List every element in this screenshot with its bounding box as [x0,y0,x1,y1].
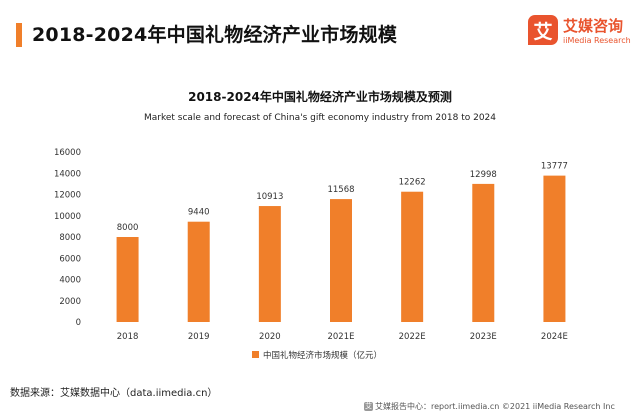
bar-value-label: 12262 [399,178,426,188]
logo-en-text: iiMedia Research [563,36,631,45]
iimedia-logo: 艾 艾媒咨询 iiMedia Research [528,15,640,51]
logo-cn-text: 艾媒咨询 [563,17,624,35]
bar-value-label: 13777 [541,162,568,172]
bars: 8000 9440 10913 11568 12262 12998 13777 [116,162,568,322]
legend-label: 中国礼物经济市场规模（亿元） [263,350,382,361]
y-tick-label: 14000 [54,169,81,179]
bar [401,191,424,322]
footer-source: 数据来源：艾媒数据中心（data.iimedia.cn） [10,388,218,399]
x-tick-label: 2024E [541,332,568,342]
chart-title: 2018-2024年中国礼物经济产业市场规模及预测 [188,89,452,104]
y-tick-label: 16000 [54,148,81,158]
y-axis: 0 2000 4000 6000 8000 10000 12000 14000 16000 [54,148,81,328]
title-accent-bar [16,23,22,47]
footer-logo-icon: 艾 [364,402,373,411]
bar-value-label: 12998 [470,170,497,180]
y-tick-label: 6000 [59,254,81,264]
y-tick-label: 12000 [54,191,81,201]
x-tick-label: 2021E [327,332,354,342]
y-tick-label: 2000 [59,297,81,307]
bar-chart: 2018-2024年中国礼物经济产业市场规模及预测 Market scale a… [54,89,568,361]
x-tick-label: 2020 [259,332,281,342]
y-tick-label: 8000 [59,233,81,243]
x-tick-label: 2018 [117,332,139,342]
bar-value-label: 10913 [256,192,283,202]
bar [472,183,495,322]
bar-value-label: 9440 [188,208,210,218]
footer-credit-text: 艾媒报告中心：report.iimedia.cn ©2021 iiMedia R… [375,402,615,411]
bar [187,221,210,322]
footer-credit: 艾艾媒报告中心：report.iimedia.cn ©2021 iiMedia … [364,401,615,412]
y-tick-label: 10000 [54,212,81,222]
bar-value-label: 11568 [327,185,354,195]
legend-swatch [252,351,259,358]
logo-mark-icon: 艾 [528,15,558,45]
bar [116,237,139,322]
bar [543,175,566,322]
page-title: 2018-2024年中国礼物经济产业市场规模 [32,24,398,46]
bar-value-label: 8000 [117,223,139,233]
x-axis: 2018 2019 2020 2021E 2022E 2023E 2024E [117,332,568,342]
x-tick-label: 2019 [188,332,210,342]
y-tick-label: 4000 [59,276,81,286]
bar [330,199,352,322]
bar [258,206,281,322]
x-tick-label: 2023E [470,332,497,342]
legend: 中国礼物经济市场规模（亿元） [252,350,382,361]
y-tick-label: 0 [76,318,81,328]
x-tick-label: 2022E [399,332,426,342]
chart-subtitle: Market scale and forecast of China's gif… [144,113,496,123]
